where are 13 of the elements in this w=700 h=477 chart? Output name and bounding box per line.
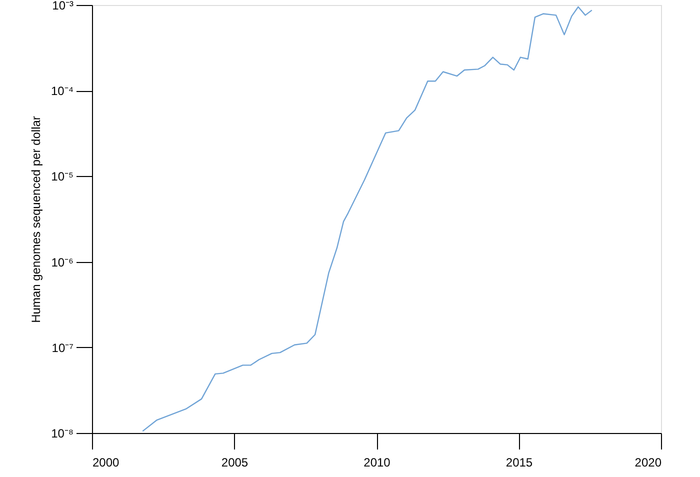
x-tick-label: 2015 bbox=[506, 456, 533, 470]
x-tick-label: 2020 bbox=[634, 456, 662, 470]
x-tick-label: 2010 bbox=[364, 456, 391, 470]
x-tick-label: 2000 bbox=[92, 456, 120, 470]
y-tick-label: 10⁻⁵ bbox=[51, 170, 74, 184]
x-tick-label: 2005 bbox=[221, 456, 248, 470]
y-tick-label: 10⁻⁷ bbox=[52, 340, 74, 355]
y-tick-label: 10⁻⁴ bbox=[50, 84, 74, 98]
y-tick-label: 10⁻³ bbox=[52, 0, 74, 12]
y-tick-label: 10⁻⁶ bbox=[51, 255, 74, 270]
y-tick-label: 10⁻⁸ bbox=[51, 426, 74, 440]
line-series bbox=[142, 6, 592, 432]
y-axis-title: Human genomes sequenced per dollar bbox=[28, 116, 43, 323]
